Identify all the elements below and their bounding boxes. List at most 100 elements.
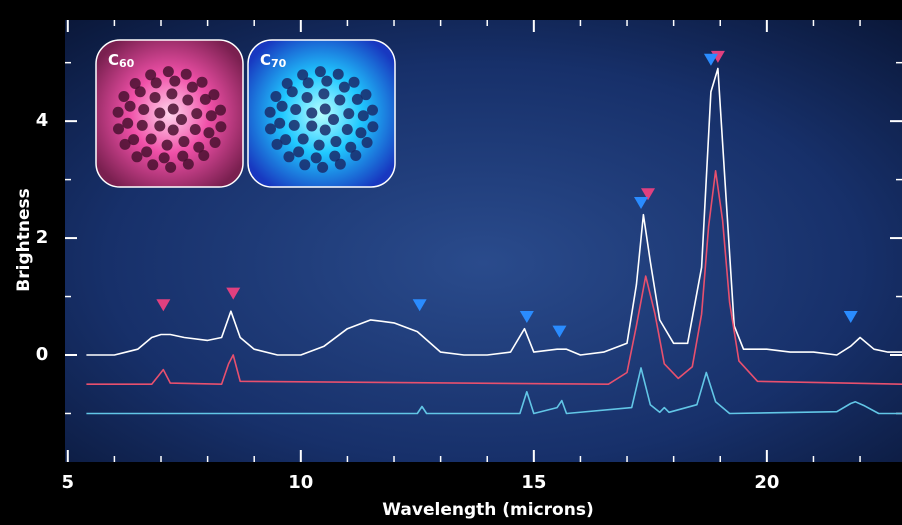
atom: [191, 108, 203, 120]
atom: [198, 149, 210, 161]
atom: [332, 68, 344, 80]
x-tick-label: 15: [521, 472, 546, 493]
atom: [367, 121, 379, 133]
atom: [351, 93, 363, 105]
atom: [302, 77, 314, 89]
atom: [177, 150, 189, 162]
atom: [169, 75, 181, 87]
y-tick-label: 0: [36, 344, 49, 365]
atom: [328, 114, 339, 125]
atom: [355, 127, 367, 139]
atom: [209, 137, 221, 149]
atom: [348, 76, 360, 88]
atom: [180, 68, 192, 80]
x-tick-label: 5: [62, 472, 75, 493]
atom: [112, 123, 124, 135]
atom: [193, 141, 205, 153]
atom: [280, 134, 292, 146]
peak-marker: [156, 299, 171, 312]
atom: [264, 123, 276, 135]
atom: [178, 136, 190, 148]
atom: [196, 76, 208, 88]
atom: [136, 119, 148, 131]
atom: [281, 78, 293, 90]
atom: [128, 134, 140, 146]
atom: [306, 120, 318, 132]
atom: [158, 152, 170, 164]
atom: [182, 94, 194, 106]
atom: [167, 103, 179, 115]
inset-frame: [247, 39, 396, 188]
x-axis-title: Wavelength (microns): [382, 500, 593, 520]
atom: [299, 159, 311, 171]
atom: [360, 89, 372, 101]
atom: [286, 86, 298, 98]
molecule-inset: C70: [247, 39, 396, 188]
atom: [161, 139, 173, 151]
inset-label-main: C: [260, 51, 271, 69]
atom: [205, 110, 217, 122]
atom: [154, 120, 166, 132]
atom: [350, 149, 362, 161]
inset-label-subscript: 70: [271, 57, 287, 70]
peak-marker: [703, 53, 718, 66]
atom: [357, 110, 369, 122]
atom: [361, 137, 373, 149]
atom: [112, 106, 124, 118]
peak-marker: [226, 287, 241, 300]
atom: [313, 139, 325, 151]
atom: [129, 78, 141, 90]
peak-marker: [519, 311, 534, 324]
atom: [166, 88, 178, 100]
atom: [345, 141, 357, 153]
atom: [318, 88, 330, 100]
atom: [150, 77, 162, 89]
atom: [162, 66, 174, 78]
atom: [167, 124, 179, 136]
atom: [343, 108, 355, 120]
atom: [338, 81, 350, 93]
atom: [131, 151, 143, 163]
atom: [317, 161, 329, 173]
peak-marker: [641, 188, 656, 201]
y-axis-title: Brightness: [14, 188, 34, 291]
spectrum-line: [86, 170, 902, 385]
atom: [149, 91, 161, 103]
atom: [301, 91, 313, 103]
inset-label: C60: [108, 51, 135, 71]
atom: [189, 124, 201, 136]
x-tick-label: 10: [288, 472, 313, 493]
atom: [141, 146, 153, 158]
atom: [119, 138, 131, 150]
atom: [124, 100, 136, 112]
atom: [199, 93, 211, 105]
peak-marker: [412, 299, 427, 312]
peak-marker: [634, 196, 649, 209]
atom: [182, 158, 194, 170]
atom: [276, 100, 288, 112]
atom: [122, 117, 134, 129]
x-tick-label: 20: [754, 472, 779, 493]
atom: [329, 150, 341, 162]
atom: [208, 89, 220, 101]
atom: [330, 136, 342, 148]
atom: [215, 104, 227, 116]
atom: [145, 69, 157, 81]
molecule-inset: C60: [95, 39, 244, 188]
atom: [264, 106, 276, 118]
atom: [147, 159, 159, 171]
inset-frame: [95, 39, 244, 188]
inset-label-subscript: 60: [119, 57, 135, 70]
atom: [165, 161, 177, 173]
atom: [271, 138, 283, 150]
atom: [154, 107, 166, 119]
atom: [293, 146, 305, 158]
inset-label: C70: [260, 51, 287, 71]
peak-marker: [552, 325, 567, 338]
spectrum-line: [86, 367, 902, 415]
atom: [134, 86, 146, 98]
atom: [274, 117, 286, 129]
atom: [367, 104, 379, 116]
atom: [283, 151, 295, 163]
